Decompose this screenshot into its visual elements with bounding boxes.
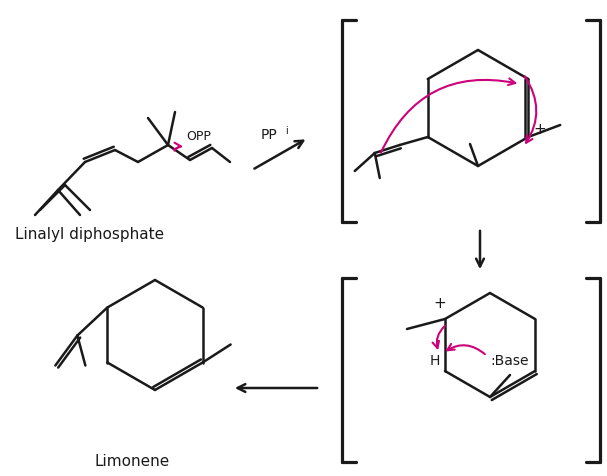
Text: Linalyl diphosphate: Linalyl diphosphate xyxy=(15,228,164,242)
Text: Limonene: Limonene xyxy=(95,455,170,469)
Text: i: i xyxy=(285,126,288,136)
Text: H: H xyxy=(430,354,440,368)
Text: PP: PP xyxy=(261,128,278,142)
Text: +: + xyxy=(433,296,446,310)
Text: OPP: OPP xyxy=(186,130,211,143)
Text: :Base: :Base xyxy=(490,354,529,368)
Text: +: + xyxy=(533,121,546,137)
